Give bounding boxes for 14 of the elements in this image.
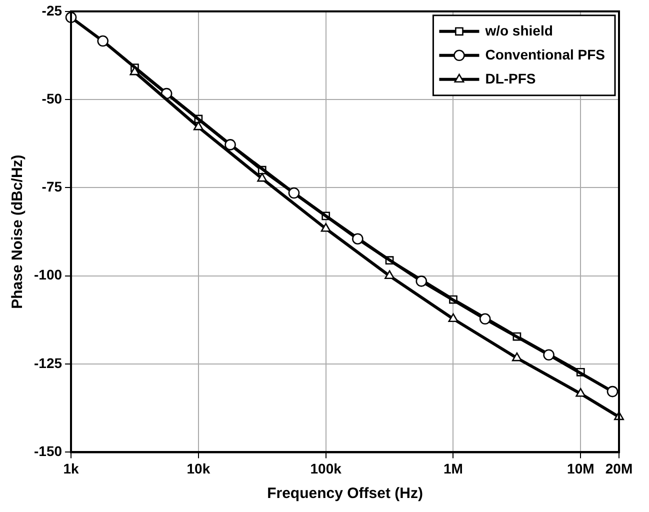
y-tick-label: -50 [42, 90, 62, 106]
x-tick-label: 1k [63, 460, 80, 476]
y-tick-label: -75 [42, 178, 62, 195]
x-tick-label: 10k [186, 460, 210, 476]
x-tick-label: 10M [567, 460, 594, 476]
y-axis-title: Phase Noise (dBc/Hz) [9, 154, 26, 309]
x-axis-title: Frequency Offset (Hz) [267, 485, 423, 502]
x-tick-label: 1M [444, 460, 463, 476]
y-tick-label: -25 [42, 2, 62, 18]
y-tick-label: -150 [34, 443, 62, 460]
y-tick-label: -125 [34, 354, 62, 371]
x-tick-label: 100k [310, 460, 342, 476]
x-tick-label: 20M [605, 460, 633, 476]
y-tick-label: -100 [34, 266, 62, 283]
